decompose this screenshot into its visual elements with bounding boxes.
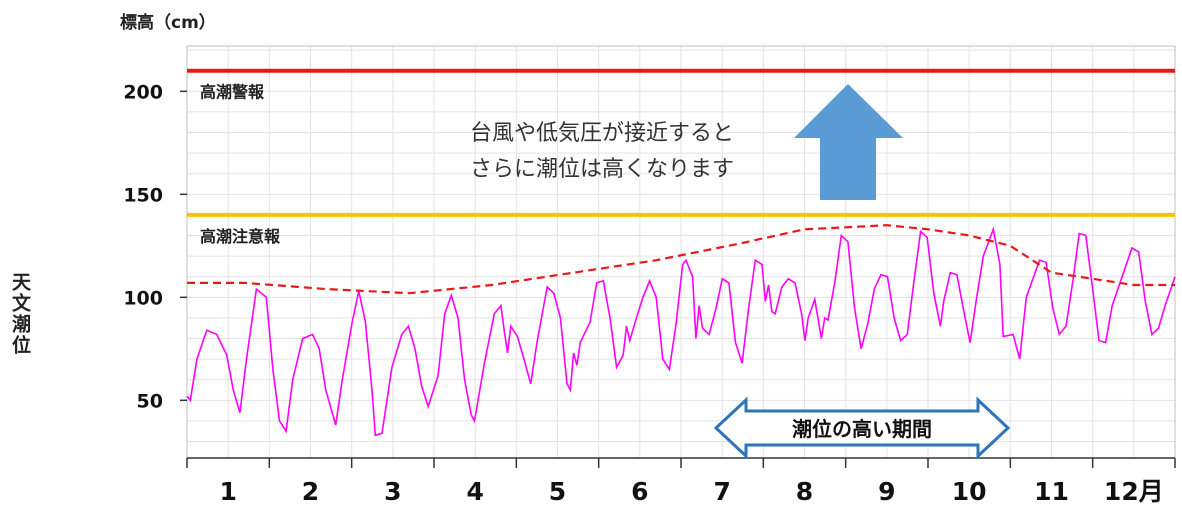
x-tick-label: 5	[549, 477, 566, 506]
x-tick-label: 8	[796, 477, 813, 506]
x-tick-label: 11	[1034, 477, 1069, 506]
annotation-line-2: さらに潮位は高くなります	[470, 157, 734, 182]
double-arrow-banner-icon	[713, 396, 1011, 460]
y-tick-labels: 50 100 150 200	[123, 81, 187, 412]
high-tide-period-label: 潮位の高い期間	[792, 417, 932, 441]
y-axis-title: 天文潮位	[9, 272, 31, 356]
x-tick-labels: 1 2 3 4 5 6 7 8 9 10 11 12月	[186, 457, 1176, 506]
annotation-line-1: 台風や低気圧が接近すると	[470, 121, 734, 146]
y-tick-label: 150	[123, 184, 163, 206]
x-tick-label: 10	[952, 477, 987, 506]
x-tick-label: 7	[713, 477, 730, 506]
y-tick-label: 200	[123, 81, 163, 103]
x-tick-label: 4	[466, 477, 483, 506]
x-tick-label: 6	[631, 477, 648, 506]
x-tick-label: 9	[878, 477, 895, 506]
y-tick-label: 100	[123, 287, 163, 309]
tide-series-line	[186, 226, 1176, 437]
y-tick-label: 50	[137, 390, 163, 412]
x-tick-label: 12月	[1104, 477, 1164, 506]
x-tick-label: 2	[302, 477, 319, 506]
threshold-label: 高潮警報	[200, 83, 265, 102]
y-unit-label: 標高（cm）	[120, 12, 216, 33]
up-arrow-icon	[794, 84, 903, 200]
x-tick-label: 3	[384, 477, 401, 506]
series-layer	[186, 224, 1176, 437]
threshold-label: 高潮注意報	[200, 227, 281, 246]
grid	[186, 46, 1176, 458]
envelope-dashed-line	[187, 224, 1175, 295]
x-tick-label: 1	[219, 477, 236, 506]
